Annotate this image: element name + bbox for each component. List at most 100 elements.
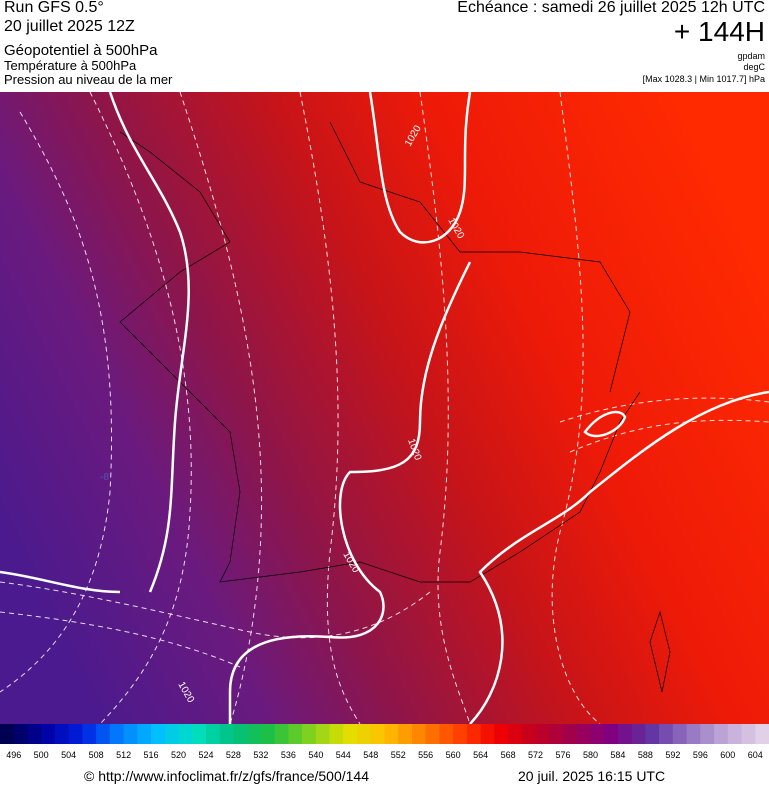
colorbar-label: 588 xyxy=(638,750,653,760)
colorbar-swatch xyxy=(480,724,495,744)
unit-label: degC xyxy=(743,62,765,72)
colorbar-label: 524 xyxy=(198,750,213,760)
colorbar-swatch xyxy=(151,724,166,744)
colorbar-swatch xyxy=(54,724,70,744)
colorbar-swatch xyxy=(590,724,605,744)
colorbar-swatch xyxy=(727,724,743,744)
colorbar-label: 548 xyxy=(363,750,378,760)
colorbar-swatch xyxy=(164,724,180,744)
colorbar-swatch xyxy=(508,724,523,744)
colorbar-label: 512 xyxy=(116,750,131,760)
colorbar-swatch xyxy=(178,724,193,744)
colorbar-swatch xyxy=(68,724,83,744)
colorbar-label: 604 xyxy=(748,750,763,760)
colorbar-swatch xyxy=(82,724,97,744)
colorbar-swatch xyxy=(425,724,440,744)
unit-label: gpdam xyxy=(737,51,765,61)
lead-time: + 144H xyxy=(673,16,765,47)
colorbar-label: 596 xyxy=(693,750,708,760)
temperature-shading xyxy=(0,92,769,724)
colorbar-swatch xyxy=(302,724,317,744)
colorbar-swatch xyxy=(549,724,564,744)
colorbar-swatch xyxy=(604,724,619,744)
colorbar-label: 516 xyxy=(144,750,159,760)
colorbar-swatch xyxy=(535,724,550,744)
colorbar-swatch xyxy=(123,724,138,744)
colorbar-swatch xyxy=(714,724,729,744)
forecast-time: Echéance : samedi 26 juillet 2025 12h UT… xyxy=(457,0,765,16)
colorbar-swatch xyxy=(411,724,427,744)
colorbar-swatch xyxy=(700,724,715,744)
colorbar-swatch xyxy=(13,724,28,744)
source-link: © http://www.infoclimat.fr/z/gfs/france/… xyxy=(84,768,369,784)
colorbar-swatch xyxy=(755,724,769,744)
coastline xyxy=(119,121,671,693)
extremes-label: [Max 1028.3 | Min 1017.7] hPa xyxy=(642,74,765,84)
colorbar-label: 584 xyxy=(610,750,625,760)
colorbar-swatch xyxy=(439,724,454,744)
colorbar-swatch xyxy=(645,724,660,744)
colorbar-swatch xyxy=(41,724,56,744)
colorbar-swatch xyxy=(453,724,468,744)
colorbar-label: 552 xyxy=(391,750,406,760)
colorbar-label: 600 xyxy=(720,750,735,760)
colorbar-swatch xyxy=(521,724,537,744)
timestamp: 20 juil. 2025 16:15 UTC xyxy=(518,768,666,784)
colorbar-swatch xyxy=(398,724,413,744)
isobars xyxy=(0,92,769,724)
field-label: Température à 500hPa xyxy=(4,58,137,73)
colorbar-label: 536 xyxy=(281,750,296,760)
colorbar-label: 560 xyxy=(446,750,461,760)
colorbar-label: 540 xyxy=(308,750,323,760)
colorbar-label: 544 xyxy=(336,750,351,760)
colorbar-swatch xyxy=(205,724,221,744)
colorbar-swatch xyxy=(329,724,344,744)
colorbar-swatch xyxy=(315,724,331,744)
colorbar-swatch xyxy=(672,724,688,744)
colorbar-label: 528 xyxy=(226,750,241,760)
colorbar-swatch xyxy=(384,724,399,744)
colorbar-swatch xyxy=(563,724,578,744)
colorbar-swatch xyxy=(274,724,289,744)
colorbar-swatch xyxy=(137,724,152,744)
colorbar-swatch xyxy=(343,724,358,744)
colorbar-label: 520 xyxy=(171,750,186,760)
colorbar-swatch xyxy=(260,724,276,744)
contour-label: -8 xyxy=(100,472,109,483)
run-label: Run GFS 0.5° xyxy=(4,0,104,16)
colorbar-swatch xyxy=(109,724,125,744)
colorbar-swatch xyxy=(466,724,482,744)
colorbar-label: 556 xyxy=(418,750,433,760)
colorbar-label: 576 xyxy=(556,750,571,760)
colorbar-swatch xyxy=(576,724,591,744)
colorbar: 496 500 504 508 512 516 520 524 528 532 536 540 544 5… xyxy=(0,724,769,760)
colorbar-swatch xyxy=(741,724,756,744)
colorbar-swatch xyxy=(192,724,207,744)
colorbar-swatch xyxy=(357,724,372,744)
colorbar-swatch xyxy=(370,724,385,744)
weather-map: 1020 1020 1020 1020 1020 -8 xyxy=(0,92,769,724)
field-label: Géopotentiel à 500hPa xyxy=(4,42,158,59)
colorbar-swatch xyxy=(233,724,248,744)
colorbar-swatch xyxy=(96,724,111,744)
colorbar-label: 496 xyxy=(6,750,21,760)
colorbar-swatch xyxy=(0,724,15,744)
run-date: 20 juillet 2025 12Z xyxy=(4,18,135,35)
colorbar-label: 568 xyxy=(501,750,516,760)
colorbar-swatch xyxy=(617,724,633,744)
colorbar-swatch xyxy=(247,724,262,744)
colorbar-label: 532 xyxy=(253,750,268,760)
colorbar-swatch xyxy=(27,724,42,744)
colorbar-swatch xyxy=(659,724,674,744)
colorbar-swatch xyxy=(686,724,701,744)
colorbar-swatch xyxy=(631,724,646,744)
colorbar-swatch xyxy=(219,724,234,744)
geopotential-contours xyxy=(0,92,769,724)
colorbar-label: 572 xyxy=(528,750,543,760)
colorbar-swatch xyxy=(288,724,303,744)
colorbar-label: 500 xyxy=(34,750,49,760)
field-label: Pression au niveau de la mer xyxy=(4,72,173,87)
colorbar-label: 508 xyxy=(89,750,104,760)
colorbar-label: 504 xyxy=(61,750,76,760)
